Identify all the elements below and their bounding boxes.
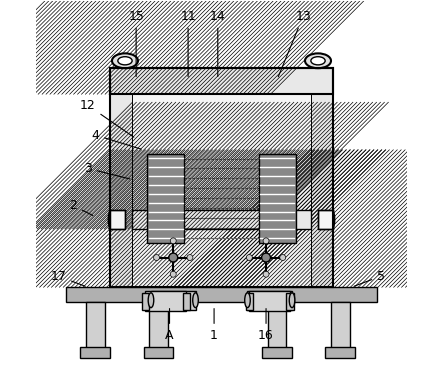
Text: 2: 2 xyxy=(69,199,93,215)
Ellipse shape xyxy=(118,57,132,65)
Circle shape xyxy=(108,186,175,253)
Bar xyxy=(110,68,333,94)
Bar xyxy=(132,94,311,287)
Bar xyxy=(144,347,173,358)
Circle shape xyxy=(262,253,271,262)
Bar xyxy=(268,302,287,350)
Bar xyxy=(142,293,149,310)
Ellipse shape xyxy=(289,293,295,308)
Bar xyxy=(245,293,253,310)
Text: 16: 16 xyxy=(258,309,274,342)
Bar xyxy=(183,293,190,310)
Circle shape xyxy=(278,196,325,243)
Bar xyxy=(110,68,333,94)
Circle shape xyxy=(268,186,335,253)
Circle shape xyxy=(246,255,253,261)
Text: 5: 5 xyxy=(354,270,385,286)
Circle shape xyxy=(170,238,176,244)
Bar xyxy=(145,291,186,312)
Text: 14: 14 xyxy=(210,10,225,77)
Circle shape xyxy=(118,196,165,243)
Ellipse shape xyxy=(193,293,198,308)
Bar xyxy=(287,293,294,310)
Text: 4: 4 xyxy=(91,129,141,149)
Bar xyxy=(81,347,110,358)
Bar xyxy=(331,302,350,350)
Ellipse shape xyxy=(311,57,325,65)
Text: 17: 17 xyxy=(50,270,85,286)
Bar xyxy=(248,291,292,310)
Bar xyxy=(110,68,333,287)
Bar xyxy=(149,302,167,350)
Bar xyxy=(311,94,333,287)
Circle shape xyxy=(170,271,176,277)
Circle shape xyxy=(280,255,286,261)
Circle shape xyxy=(263,238,269,244)
Circle shape xyxy=(263,271,269,277)
Text: 15: 15 xyxy=(128,10,144,77)
Bar xyxy=(326,347,355,358)
Ellipse shape xyxy=(245,293,250,308)
Ellipse shape xyxy=(148,293,154,308)
Bar xyxy=(262,347,292,358)
Bar xyxy=(110,94,132,287)
Bar xyxy=(259,154,296,243)
Circle shape xyxy=(154,255,159,261)
Polygon shape xyxy=(318,211,333,229)
Text: 12: 12 xyxy=(80,99,134,137)
Bar xyxy=(86,302,105,350)
Circle shape xyxy=(187,255,193,261)
Ellipse shape xyxy=(305,53,331,68)
Text: 13: 13 xyxy=(278,10,311,77)
Text: A: A xyxy=(165,309,174,342)
Bar xyxy=(147,154,184,243)
Bar xyxy=(249,291,290,312)
Text: 3: 3 xyxy=(84,162,130,179)
Bar xyxy=(132,211,311,229)
Text: 1: 1 xyxy=(210,309,218,342)
Bar xyxy=(66,287,377,302)
Text: 11: 11 xyxy=(180,10,196,77)
Ellipse shape xyxy=(112,53,138,68)
Bar xyxy=(132,211,311,229)
Bar xyxy=(151,291,195,310)
Circle shape xyxy=(169,253,178,262)
Polygon shape xyxy=(110,211,125,229)
